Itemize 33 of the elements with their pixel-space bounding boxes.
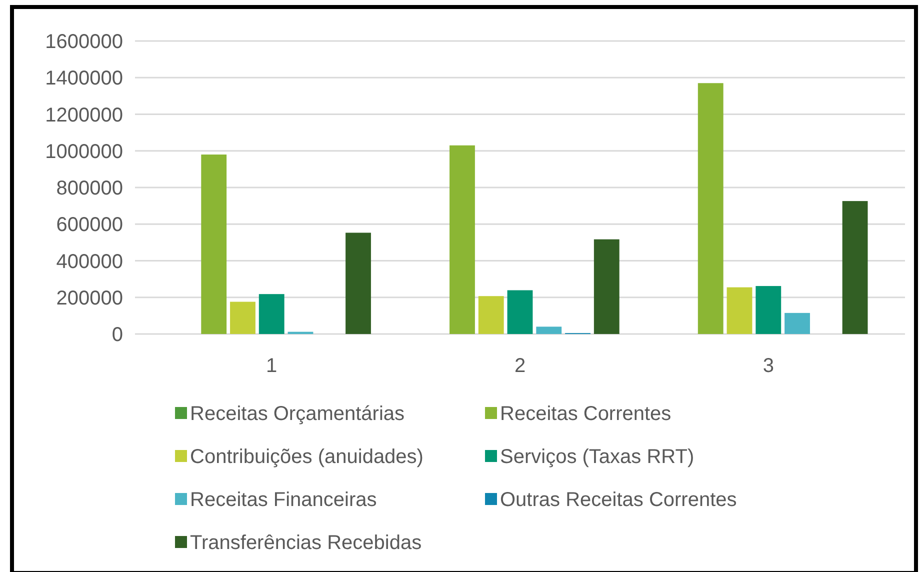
legend-label: Serviços (Taxas RRT) [500,446,694,468]
legend-label: Receitas Financeiras [190,489,377,511]
y-tick-label: 1600000 [45,31,123,53]
legend-label: Receitas Orçamentárias [190,403,405,425]
legend-label: Outras Receitas Correntes [500,489,737,511]
bar [756,286,782,334]
bar [478,296,504,334]
y-tick-label: 600000 [56,214,123,236]
y-tick-label: 1000000 [45,140,123,163]
bar [230,302,256,334]
bar [842,201,868,334]
legend-label: Contribuições (anuidades) [190,446,424,468]
y-tick-label: 0 [112,324,123,346]
y-tick-label: 1400000 [45,68,123,90]
y-tick-label: 200000 [56,287,123,310]
bar [784,312,810,334]
x-tick-label: 1 [266,355,278,377]
bar [346,232,371,334]
y-tick-label: 1200000 [45,104,123,126]
y-tick-label: 800000 [56,178,123,200]
bar [201,154,227,334]
legend-label: Transferências Recebidas [190,532,422,554]
bar [594,239,620,334]
bar [698,83,724,334]
y-tick-label: 400000 [56,250,123,273]
bar [536,326,562,334]
bar [726,287,752,334]
x-tick-label: 3 [762,355,774,377]
legend-label: Receitas Correntes [500,403,672,425]
bar [450,145,475,334]
bar [507,290,533,334]
x-tick-label: 2 [514,355,526,377]
bar [258,294,284,334]
